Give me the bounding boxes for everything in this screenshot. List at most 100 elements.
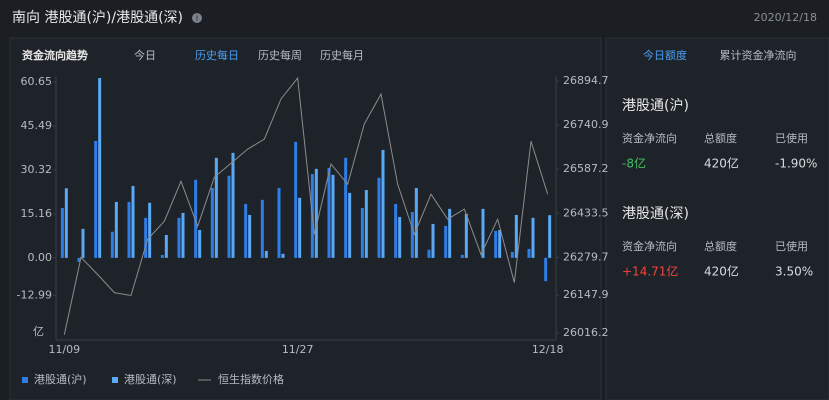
line bbox=[63, 76, 549, 335]
bar bbox=[314, 168, 318, 258]
legend-label[interactable]: 恒生指数价格 bbox=[218, 372, 284, 386]
bar bbox=[198, 230, 202, 258]
bar bbox=[394, 203, 398, 258]
column-header: 资金净流向 bbox=[622, 131, 677, 145]
bar bbox=[231, 152, 235, 258]
chart-panel-title: 资金流向趋势 bbox=[22, 48, 88, 62]
y2-tick-label: 26894.7 bbox=[563, 74, 609, 87]
x-tick-label: 12/18 bbox=[532, 343, 564, 356]
bar bbox=[464, 213, 468, 258]
legend-label[interactable]: 港股通(沪) bbox=[34, 372, 87, 386]
chart-tab[interactable]: 历史每日 bbox=[195, 48, 239, 62]
chart-tab[interactable]: 历史每周 bbox=[258, 48, 302, 62]
bar bbox=[360, 207, 364, 258]
column-value: -8亿 bbox=[622, 156, 646, 171]
x-tick-label: 11/09 bbox=[48, 343, 80, 356]
y2-tick-label: 26279.7 bbox=[563, 250, 609, 263]
page-title: 南向 港股通(沪)/港股通(深) bbox=[12, 10, 183, 26]
bar bbox=[148, 202, 152, 258]
y-tick-label: 45.49 bbox=[21, 119, 53, 132]
x-tick-label: 11/27 bbox=[282, 343, 314, 356]
bar bbox=[160, 254, 164, 258]
column-header: 总额度 bbox=[704, 239, 737, 253]
bar bbox=[510, 252, 514, 258]
bar bbox=[227, 175, 231, 258]
legend: 港股通(沪) 港股通(深) 恒生指数价格 bbox=[22, 372, 284, 386]
bar bbox=[527, 248, 531, 258]
bar bbox=[331, 174, 335, 258]
y-unit: 亿 bbox=[33, 325, 44, 338]
bar bbox=[210, 187, 214, 258]
bar bbox=[81, 228, 85, 258]
bar bbox=[294, 141, 298, 258]
info-icon[interactable] bbox=[192, 13, 202, 23]
bar bbox=[114, 201, 118, 258]
y2-tick-label: 26587.2 bbox=[563, 162, 609, 175]
column-value: +14.71亿 bbox=[622, 264, 678, 279]
side-tab[interactable]: 累计资金净流向 bbox=[720, 48, 797, 62]
bar bbox=[348, 192, 352, 258]
bar bbox=[514, 214, 518, 258]
chart-tab[interactable]: 今日 bbox=[134, 48, 156, 62]
y2-tick-label: 26740.9 bbox=[563, 118, 609, 131]
bar bbox=[277, 187, 281, 258]
column-value: 3.50% bbox=[775, 265, 813, 279]
bar bbox=[164, 234, 168, 258]
date: 2020/12/18 bbox=[754, 11, 817, 24]
y-tick-label: 30.32 bbox=[21, 163, 53, 176]
bar bbox=[431, 223, 435, 258]
side-tab[interactable]: 今日额度 bbox=[643, 48, 687, 62]
bar bbox=[94, 140, 98, 258]
bar bbox=[398, 216, 402, 258]
bar bbox=[177, 217, 181, 258]
bar bbox=[298, 197, 302, 258]
bar bbox=[264, 250, 268, 258]
bar bbox=[448, 208, 452, 258]
bar bbox=[260, 199, 264, 258]
chart-tabs: 今日 历史每日 历史每周 历史每月 bbox=[134, 48, 364, 62]
y2-tick-label: 26433.5 bbox=[563, 206, 609, 219]
column-header: 已使用 bbox=[775, 240, 808, 253]
bar bbox=[327, 167, 331, 258]
bar bbox=[244, 203, 248, 258]
column-value: 420亿 bbox=[704, 264, 739, 279]
section-title: 港股通(深) bbox=[622, 206, 689, 222]
chart-tab[interactable]: 历史每月 bbox=[320, 48, 364, 62]
bar bbox=[548, 215, 552, 258]
bar bbox=[531, 217, 535, 258]
bar bbox=[181, 212, 185, 258]
bar bbox=[127, 201, 131, 258]
bar bbox=[344, 157, 348, 258]
bar bbox=[364, 189, 368, 258]
side-content: 港股通(沪)资金净流向 总额度 已使用-8亿 420亿 -1.90%港股通(深)资金净流… bbox=[622, 98, 817, 279]
bar bbox=[194, 179, 198, 258]
y2-tick-label: 26147.9 bbox=[563, 288, 609, 301]
side-tabs: 今日额度 累计资金净流向 bbox=[643, 48, 797, 62]
bar bbox=[481, 208, 485, 258]
info-icon-glyph: i bbox=[196, 14, 198, 23]
bar bbox=[414, 187, 418, 258]
legend-swatch bbox=[112, 377, 118, 383]
section-title: 港股通(沪) bbox=[622, 98, 689, 114]
y-tick-label: 0.00 bbox=[28, 251, 53, 264]
bar bbox=[544, 257, 548, 282]
column-value: -1.90% bbox=[775, 157, 817, 171]
y-tick-label: 60.65 bbox=[21, 75, 53, 88]
legend-label[interactable]: 港股通(深) bbox=[124, 373, 177, 386]
bar bbox=[248, 214, 252, 258]
bar bbox=[444, 225, 448, 258]
bar bbox=[98, 78, 102, 258]
bar bbox=[77, 257, 81, 262]
bar bbox=[498, 230, 502, 258]
bar bbox=[377, 177, 381, 258]
bar bbox=[381, 149, 385, 258]
column-header: 资金净流向 bbox=[622, 239, 677, 253]
column-header: 总额度 bbox=[704, 131, 737, 145]
column-header: 已使用 bbox=[775, 132, 808, 145]
y-tick-label: 15.16 bbox=[21, 207, 53, 220]
bar bbox=[494, 230, 498, 258]
side-panel bbox=[605, 37, 829, 400]
bar bbox=[281, 253, 285, 258]
